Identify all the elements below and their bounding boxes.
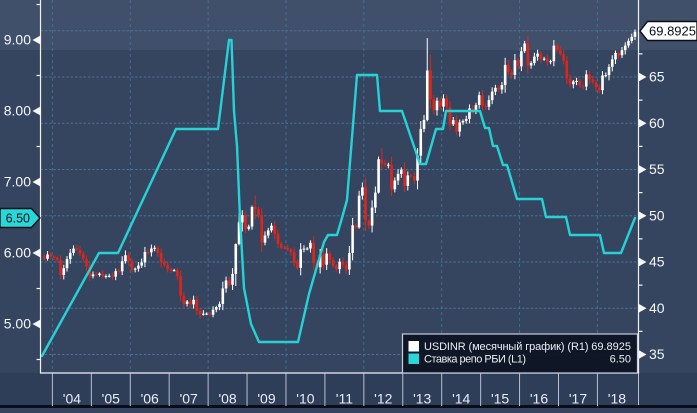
svg-text:'10: '10 — [296, 391, 314, 407]
svg-text:'13: '13 — [413, 391, 431, 407]
svg-text:'08: '08 — [218, 391, 236, 407]
svg-text:'07: '07 — [180, 391, 198, 407]
svg-text:6.50: 6.50 — [610, 354, 631, 366]
svg-text:5.00: 5.00 — [4, 316, 31, 332]
svg-text:USDINR (месячный график) (R1): USDINR (месячный график) (R1) — [424, 341, 588, 353]
svg-text:65: 65 — [649, 69, 665, 85]
svg-text:'04: '04 — [63, 391, 81, 407]
svg-text:69.8925: 69.8925 — [649, 24, 696, 39]
svg-text:8.00: 8.00 — [4, 103, 31, 119]
svg-text:55: 55 — [649, 161, 665, 177]
svg-text:6.00: 6.00 — [4, 245, 31, 261]
svg-text:'12: '12 — [374, 391, 392, 407]
svg-text:'18: '18 — [608, 391, 626, 407]
svg-text:'11: '11 — [336, 391, 353, 407]
svg-text:9.00: 9.00 — [4, 32, 31, 48]
svg-text:45: 45 — [649, 254, 665, 270]
svg-text:'17: '17 — [569, 391, 587, 407]
svg-text:50: 50 — [649, 207, 665, 223]
svg-text:'15: '15 — [491, 391, 509, 407]
svg-text:'16: '16 — [530, 391, 548, 407]
svg-text:'06: '06 — [141, 391, 159, 407]
svg-text:6.50: 6.50 — [6, 212, 30, 226]
svg-text:'09: '09 — [257, 391, 275, 407]
svg-text:35: 35 — [649, 346, 665, 362]
svg-text:Ставка репо РБИ (L1): Ставка репо РБИ (L1) — [424, 354, 526, 366]
svg-text:60: 60 — [649, 115, 665, 131]
svg-text:40: 40 — [649, 300, 665, 316]
svg-text:69.8925: 69.8925 — [591, 341, 631, 353]
svg-text:7.00: 7.00 — [4, 174, 31, 190]
svg-text:'05: '05 — [102, 391, 120, 407]
svg-text:'14: '14 — [452, 391, 470, 407]
